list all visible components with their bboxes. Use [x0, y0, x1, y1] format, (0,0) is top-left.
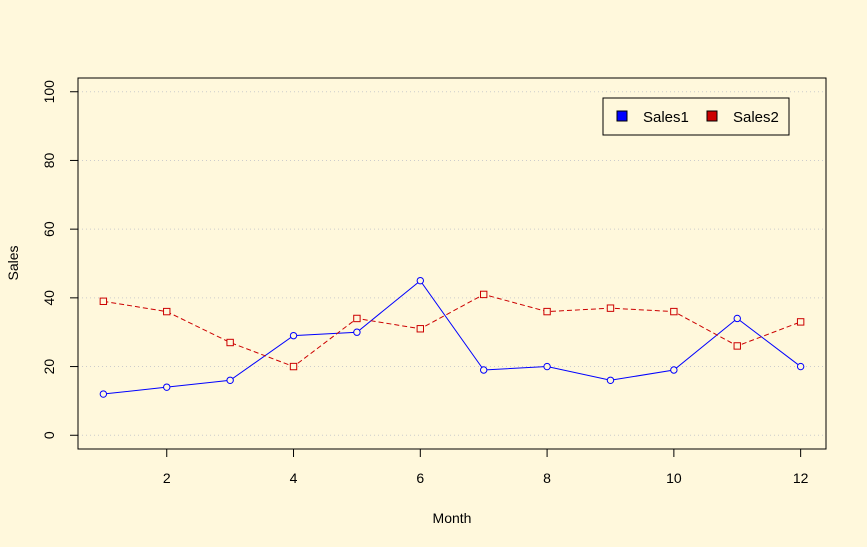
- legend-box: [602, 97, 790, 136]
- data-point-sales2: [226, 338, 234, 347]
- data-point-sales1: [416, 276, 425, 285]
- legend-label-sales2: Sales2: [733, 109, 779, 126]
- x-tick-label: 12: [793, 470, 809, 486]
- data-point-sales1: [99, 390, 108, 398]
- y-tick-label: 20: [41, 359, 57, 375]
- grid-lines: [78, 91, 826, 436]
- data-point-sales2: [733, 342, 741, 350]
- data-point-sales2: [796, 318, 805, 326]
- data-point-sales2: [543, 307, 551, 316]
- x-tick-label: 6: [416, 470, 424, 486]
- data-point-sales1: [163, 383, 171, 391]
- series-line-sales1: [103, 279, 801, 395]
- y-axis-title: Sales: [5, 245, 21, 280]
- data-point-sales2: [670, 307, 678, 316]
- data-point-sales1: [796, 362, 805, 371]
- series-line-sales2: [103, 293, 801, 368]
- data-point-sales1: [479, 366, 488, 374]
- legend: Sales1 Sales2: [602, 97, 790, 136]
- x-axis-title: Month: [433, 510, 472, 526]
- y-tick-label: 40: [41, 290, 57, 306]
- y-tick-label: 0: [41, 431, 57, 439]
- data-point-sales1: [543, 362, 551, 371]
- y-tick-label: 100: [41, 80, 57, 104]
- data-point-sales2: [163, 307, 171, 316]
- data-point-sales1: [606, 376, 615, 384]
- y-tick-label: 60: [41, 221, 57, 237]
- legend-swatch-sales1: [616, 110, 628, 122]
- x-tick-label: 2: [163, 470, 171, 486]
- data-point-sales1: [289, 331, 298, 340]
- data-point-sales2: [99, 297, 108, 305]
- legend-swatch-sales2: [706, 110, 718, 122]
- plot-area-frame: [77, 77, 827, 450]
- legend-label-sales1: Sales1: [643, 109, 689, 126]
- data-point-sales2: [353, 314, 361, 323]
- data-point-sales2: [289, 362, 298, 371]
- x-tick-label: 8: [543, 470, 551, 486]
- data-point-sales1: [353, 328, 361, 336]
- x-tick-label: 4: [290, 470, 298, 486]
- series-group: [99, 276, 805, 398]
- data-point-sales2: [606, 304, 615, 312]
- data-point-sales2: [479, 290, 488, 299]
- data-point-sales1: [733, 314, 741, 323]
- data-point-sales1: [670, 366, 678, 374]
- axes: 0 20 40 60 80 100 2 4 6 8 10 12: [41, 80, 809, 486]
- x-tick-label: 10: [666, 470, 682, 486]
- data-point-sales1: [226, 376, 234, 384]
- y-tick-label: 80: [41, 152, 57, 168]
- data-point-sales2: [416, 325, 425, 333]
